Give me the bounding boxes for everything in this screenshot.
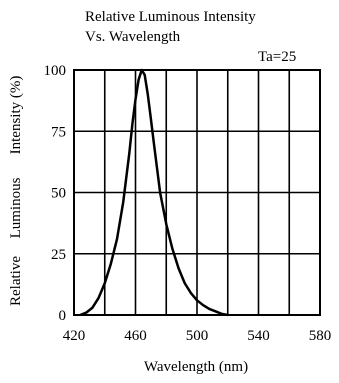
y-axis-label-part3: Intensity (%) [8,76,24,155]
x-tick-label-500: 500 [186,328,209,344]
y-tick-label-0: 0 [59,308,67,324]
y-axis-label-part2: Luminous [8,177,24,238]
y-tick-labels: 0 25 50 75 100 [44,63,67,324]
x-tick-label-540: 540 [247,328,270,344]
y-tick-label-75: 75 [51,124,66,140]
x-tick-label-460: 460 [124,328,147,344]
x-tick-labels: 420 460 500 540 580 [63,328,332,344]
x-tick-label-420: 420 [63,328,86,344]
x-tick-label-580: 580 [309,328,332,344]
chart-title-line1: Relative Luminous Intensity [85,9,256,25]
chart-title-line2: Vs. Wavelength [85,29,181,45]
ambient-temp-annotation: Ta=25 [258,49,296,65]
grid [73,69,321,316]
y-axis-label: Relative Luminous Intensity (%) [8,76,24,306]
x-axis-label: Wavelength (nm) [144,359,248,375]
y-tick-label-50: 50 [51,186,66,202]
plot-frame [73,69,321,316]
y-tick-label-100: 100 [44,63,67,79]
y-axis-label-part1: Relative [8,256,24,306]
intensity-curve [79,68,229,317]
y-tick-label-25: 25 [51,247,66,263]
